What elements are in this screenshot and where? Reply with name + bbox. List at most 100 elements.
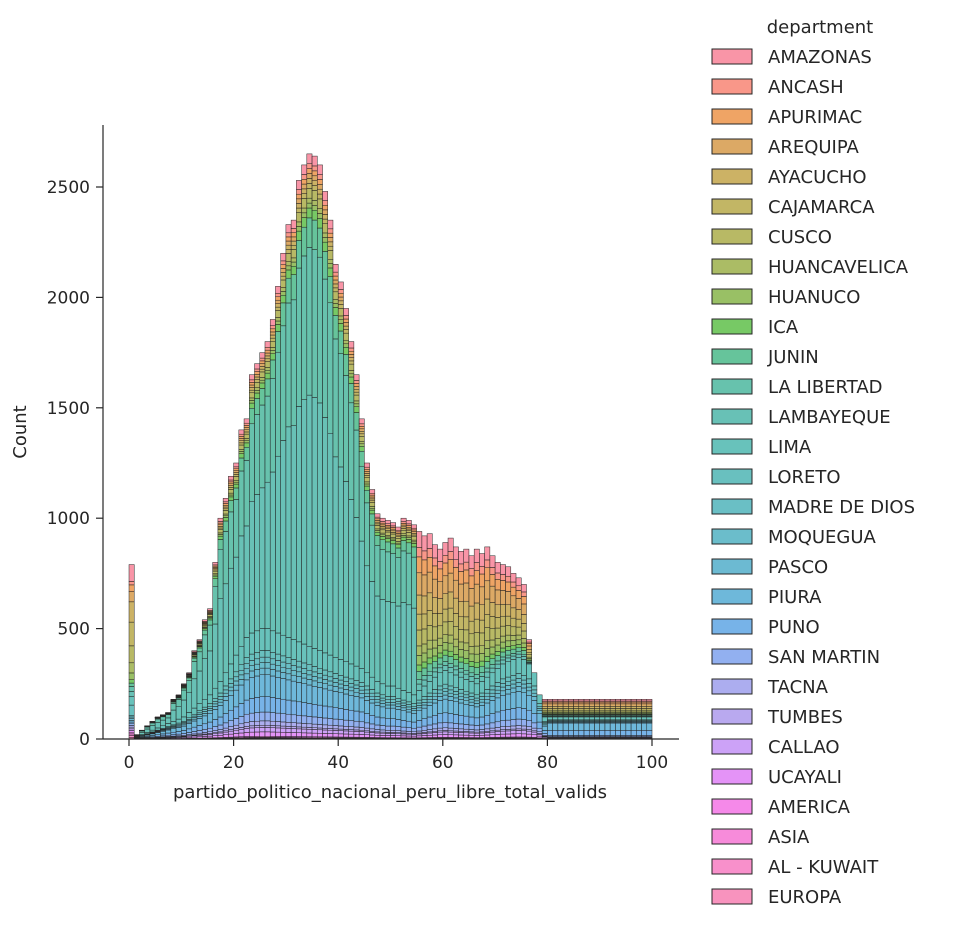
histogram-bar-segment [165, 732, 172, 736]
histogram-bar-segment [625, 716, 632, 721]
histogram-bar-segment [358, 436, 365, 442]
histogram-bar-segment [343, 685, 349, 690]
histogram-bar-segment [311, 680, 318, 687]
histogram-bar-segment [484, 640, 491, 649]
histogram-bar-segment [275, 296, 281, 301]
histogram-bar-segment [301, 723, 308, 728]
histogram-bar-segment [489, 585, 496, 603]
histogram-bar-segment [400, 702, 407, 706]
histogram-bar-segment [473, 683, 480, 696]
legend-swatch [711, 228, 753, 245]
histogram-bar-segment [479, 645, 485, 654]
histogram-bar-segment [515, 609, 522, 620]
histogram-bar-segment [405, 537, 412, 540]
histogram-bar-segment [405, 527, 412, 530]
histogram-bar-segment [285, 426, 292, 638]
histogram-bar-segment [468, 676, 475, 682]
histogram-bar-segment [217, 729, 224, 733]
histogram-bar-segment [405, 711, 412, 722]
histogram-bar-segment [254, 371, 261, 375]
histogram-bar-segment [358, 540, 365, 669]
histogram-bar-segment [238, 453, 245, 459]
y-tick-label: 2500 [47, 178, 90, 198]
histogram-bar-segment [411, 694, 417, 704]
histogram-bar-segment [254, 398, 261, 415]
histogram-bar-segment [442, 649, 449, 656]
histogram-bar-segment [489, 646, 496, 655]
histogram-bar-segment [275, 727, 281, 733]
histogram-bar-segment [379, 536, 386, 540]
histogram-bar-segment [306, 679, 313, 686]
histogram-bar-segment [573, 730, 580, 736]
histogram-bar-segment [484, 732, 491, 736]
histogram-bar-segment [458, 641, 464, 650]
histogram-bar-segment [290, 680, 297, 702]
histogram-bar-segment [479, 619, 485, 634]
histogram-bar-segment [505, 640, 512, 647]
histogram-bar-segment [489, 616, 496, 629]
histogram-bar-segment [562, 706, 569, 709]
histogram-bar-segment [426, 610, 433, 626]
histogram-bar-segment [458, 661, 464, 669]
histogram-bar-segment [369, 734, 376, 738]
histogram-bar-segment [243, 657, 250, 664]
histogram-bar-segment [228, 496, 234, 501]
histogram-bar-segment [374, 535, 381, 546]
histogram-bar-segment [269, 727, 276, 733]
histogram-bar-segment [395, 726, 402, 731]
legend-label: TACNA [767, 677, 829, 698]
histogram-bar-segment [285, 637, 292, 658]
histogram-bar-segment [369, 676, 376, 690]
histogram-bar-segment [395, 709, 402, 720]
histogram-bar-segment [536, 710, 543, 714]
histogram-bar-segment [327, 276, 334, 304]
histogram-bar-segment [510, 653, 517, 657]
histogram-bar-segment [217, 517, 224, 522]
histogram-bar-segment [128, 721, 135, 725]
histogram-bar-segment [207, 694, 213, 704]
histogram-bar-segment [337, 725, 344, 730]
histogram-bar-segment [280, 655, 287, 663]
histogram-bar-segment [233, 654, 240, 673]
histogram-bar-segment [426, 625, 433, 641]
histogram-bar-segment [128, 718, 135, 721]
histogram-bar-segment [453, 659, 459, 667]
histogram-bar-segment [568, 709, 574, 713]
histogram-bar-segment [128, 726, 135, 730]
histogram-bar-segment [369, 502, 376, 507]
histogram-bar-segment [400, 710, 407, 721]
histogram-bar-segment [432, 544, 438, 559]
histogram-bar-segment [353, 380, 360, 384]
histogram-bar-segment [332, 283, 339, 289]
histogram-bar-segment [285, 663, 292, 670]
histogram-bar-segment [400, 536, 407, 541]
histogram-bar-segment [332, 307, 339, 316]
histogram-bar-segment [500, 580, 506, 591]
histogram-bar-segment [521, 650, 527, 655]
histogram-bar-segment [620, 701, 627, 705]
histogram-bar-segment [275, 670, 281, 678]
histogram-bar-segment [510, 675, 517, 681]
histogram-bar-segment [128, 621, 135, 647]
histogram-bar-segment [521, 725, 527, 730]
histogram-bar-segment [285, 726, 292, 729]
histogram-bar-segment [447, 591, 454, 609]
histogram-bar-segment [437, 625, 444, 639]
legend-label: PUNO [768, 617, 820, 638]
histogram-bar-segment [405, 735, 412, 739]
histogram-bar-segment [432, 732, 438, 736]
histogram-bar-segment [196, 725, 203, 731]
histogram-bar-segment [599, 708, 606, 711]
histogram-bar-segment [337, 683, 344, 689]
histogram-bar-segment [526, 690, 532, 696]
histogram-bar-segment [212, 575, 219, 579]
histogram-bar-segment [222, 531, 229, 585]
x-tick-label: 40 [327, 753, 349, 773]
histogram-bar-segment [437, 598, 444, 614]
histogram-bar-segment [405, 542, 412, 554]
histogram-bar-segment [505, 604, 512, 617]
histogram-bar-segment [280, 264, 287, 269]
histogram-bar-segment [500, 663, 506, 680]
histogram-bar-segment [233, 499, 240, 558]
histogram-bar-segment [411, 546, 417, 558]
